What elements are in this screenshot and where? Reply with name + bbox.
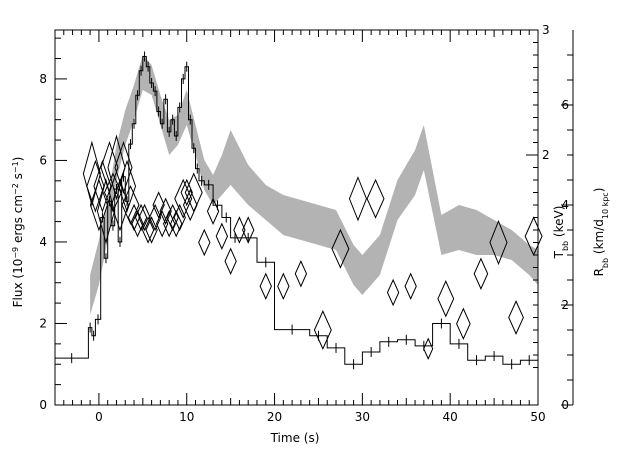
- temperature-diamond: [456, 307, 471, 340]
- temperature-diamond: [242, 216, 255, 244]
- axis-title-part: ): [592, 188, 606, 193]
- temperature-tick-label: 3: [542, 23, 550, 37]
- temperature-diamond: [348, 176, 368, 222]
- temperature-diamond: [184, 172, 203, 213]
- flux-tick-label: 4: [39, 235, 47, 249]
- temperature-diamond: [198, 228, 211, 257]
- temperature-diamond: [331, 228, 350, 269]
- temperature-diamond: [437, 280, 455, 318]
- axis-title-part: (km/d: [592, 219, 606, 258]
- axis-title-part: ergs cm: [11, 195, 25, 247]
- temperature-diamond: [224, 247, 237, 275]
- axis-title-part: −1: [11, 161, 20, 173]
- temperature-diamond: [215, 222, 229, 250]
- temperature-diamond-layer: [82, 134, 543, 360]
- temperature-diamond: [259, 272, 272, 300]
- temperature-diamond: [107, 134, 126, 201]
- temperature-diamond: [173, 203, 186, 232]
- radius-tick-label: 6: [561, 98, 569, 112]
- flux-histogram-line: [55, 56, 538, 365]
- radius-axis-title: Rbb (km/d10 kpc): [592, 188, 610, 277]
- temperature-diamond: [89, 178, 108, 232]
- flux-tick-label: 0: [39, 398, 47, 412]
- x-tick-label: 50: [530, 410, 545, 424]
- axis-title-part: bb: [601, 258, 610, 268]
- temperature-diamond: [127, 203, 141, 232]
- temperature-diamond: [134, 203, 148, 232]
- axis-title-part: T: [552, 250, 566, 259]
- x-tick-label: 10: [179, 410, 194, 424]
- temperature-diamond: [159, 197, 172, 225]
- radius-tick-label: 0: [561, 398, 569, 412]
- x-tick-label: 40: [443, 410, 458, 424]
- radius-tick-label: 4: [561, 198, 569, 212]
- axis-title-part: (keV): [552, 206, 566, 241]
- temperature-diamond: [508, 300, 524, 335]
- flux-tick-label: 6: [39, 153, 47, 167]
- temperature-diamond: [96, 178, 115, 245]
- x-tick-label: 0: [95, 410, 103, 424]
- temperature-diamond: [82, 140, 101, 207]
- temperature-tick-label: 2: [542, 148, 550, 162]
- temperature-diamond: [386, 278, 400, 307]
- temperature-diamond: [131, 210, 144, 238]
- x-tick-label: 30: [355, 410, 370, 424]
- temperature-diamond: [473, 257, 489, 290]
- temperature-diamond: [404, 272, 417, 300]
- radius-tick-label: 2: [561, 298, 569, 312]
- tick-layer: [54, 29, 573, 406]
- axis-title-part: R: [592, 268, 606, 276]
- temperature-diamond: [145, 216, 158, 244]
- axis-title-part: −9: [11, 247, 20, 259]
- x-tick-label: 20: [267, 410, 282, 424]
- temperature-diamond: [294, 260, 308, 288]
- flux-tick-label: 8: [39, 72, 47, 86]
- temperature-diamond: [489, 219, 508, 266]
- flux-tick-label: 2: [39, 316, 47, 330]
- temperature-diamond: [206, 197, 220, 225]
- temperature-diamond: [182, 188, 198, 222]
- temperature-diamond: [93, 159, 112, 213]
- temperature-diamond: [86, 159, 105, 213]
- temperature-diamond: [148, 203, 162, 232]
- axis-title-part: −2: [11, 183, 20, 195]
- temperature-diamond: [121, 185, 140, 225]
- temperature-diamond: [114, 140, 133, 195]
- temperature-diamond: [277, 272, 290, 300]
- x-axis-title: Time (s): [270, 431, 320, 445]
- flux-axis-title: Flux (10−9 ergs cm−2 s−1): [11, 157, 26, 308]
- temperature-diamond: [180, 178, 193, 207]
- axis-title-part: bb: [561, 241, 570, 251]
- axis-title-part: 10 kpc: [601, 192, 610, 219]
- temperature-diamond: [100, 140, 119, 195]
- axis-title-part: s: [11, 173, 25, 183]
- axis-title-part: ): [11, 157, 25, 162]
- temperature-diamond: [141, 216, 155, 244]
- axis-title-part: Flux (10: [11, 259, 25, 308]
- temperature-diamond: [366, 178, 385, 219]
- temperature-diamond: [117, 159, 137, 213]
- temperature-diamond: [170, 210, 183, 238]
- temperature-diamond: [423, 337, 434, 360]
- temperature-diamond: [138, 203, 151, 232]
- temperature-axis-title: Tbb (keV): [552, 206, 570, 260]
- temperature-diamond: [313, 310, 332, 350]
- temperature-diamond: [233, 216, 246, 244]
- temperature-diamond: [152, 191, 165, 219]
